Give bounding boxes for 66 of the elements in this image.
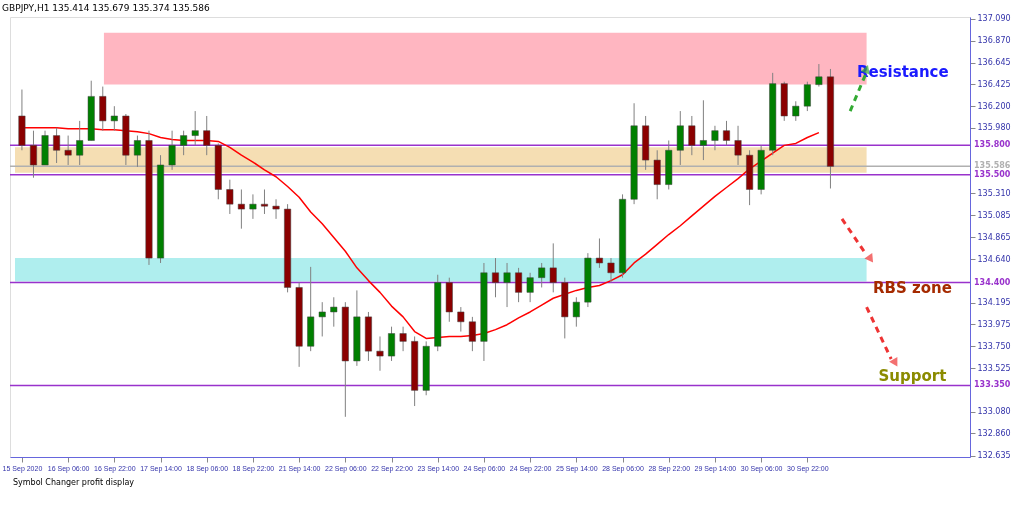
candlestick <box>515 267 523 303</box>
candlestick <box>64 135 72 166</box>
text: Resistance <box>856 63 949 81</box>
y-tick-label: 134.195 <box>977 298 1011 308</box>
y-tick-label: 134.865 <box>977 232 1011 242</box>
candlestick <box>191 110 199 146</box>
chart-title: GBPJPY,H1 135.414 135.679 135.374 135.586 <box>2 2 210 13</box>
candlestick <box>272 198 280 220</box>
candlestick <box>538 262 546 288</box>
candlestick <box>503 262 511 308</box>
ref-line-label: 133.350 <box>974 380 1011 390</box>
candlestick <box>399 326 407 352</box>
candlestick <box>30 130 37 179</box>
candlestick <box>249 193 257 220</box>
candlestick <box>76 120 84 166</box>
candlestick <box>803 81 811 112</box>
text: Symbol Changer profit display <box>13 478 135 487</box>
candlestick <box>330 296 338 328</box>
y-tick-label: 135.085 <box>977 210 1011 220</box>
candlestick <box>699 99 707 161</box>
y-tick-label: 137.090 <box>977 14 1011 24</box>
candlestick <box>203 115 211 156</box>
candlestick <box>376 335 384 372</box>
candlestick <box>457 306 465 333</box>
ref-line-label: 134.400 <box>974 277 1011 287</box>
candlestick <box>526 272 534 303</box>
y-tick-label: 133.525 <box>977 363 1011 373</box>
candlestick <box>168 130 176 171</box>
y-tick-label: 133.080 <box>977 407 1011 417</box>
y-tick-label: 132.860 <box>977 428 1011 438</box>
candlestick <box>318 301 326 337</box>
text: RBS zone <box>872 278 952 297</box>
ref-line-label: 135.800 <box>974 140 1011 150</box>
candlestick <box>607 257 615 284</box>
candlestick <box>688 115 696 156</box>
candlestick <box>110 105 118 132</box>
candlestick <box>734 125 742 166</box>
candlestick <box>133 135 141 168</box>
y-tick-label: 135.980 <box>977 123 1011 133</box>
y-tick-label: 132.635 <box>977 451 1011 461</box>
candlestick <box>792 100 800 122</box>
candlestick <box>572 296 580 328</box>
ref-line-label: 135.500 <box>974 169 1011 179</box>
ref-line-label: 135.586 <box>974 161 1011 171</box>
y-tick-label: 136.425 <box>977 79 1011 89</box>
text: Support <box>878 366 947 385</box>
candlestick <box>180 130 188 156</box>
candlestick <box>388 326 395 362</box>
candlestick <box>237 188 245 230</box>
candlestick <box>711 125 719 151</box>
y-tick-label: 134.640 <box>977 254 1011 264</box>
candlestick <box>815 63 823 88</box>
candlestick <box>595 237 603 269</box>
candlestick <box>492 257 499 298</box>
y-tick-label: 136.645 <box>977 58 1011 68</box>
candlestick <box>549 242 557 293</box>
candlestick <box>226 179 234 215</box>
candlestick <box>261 188 268 215</box>
y-tick-label: 133.750 <box>977 341 1011 351</box>
y-tick-label: 136.870 <box>977 36 1011 46</box>
y-tick-label: 133.975 <box>977 319 1011 329</box>
candlestick <box>468 316 476 352</box>
y-tick-label: 135.310 <box>977 188 1011 198</box>
candlestick <box>53 127 61 164</box>
candlestick <box>723 120 730 146</box>
y-tick-label: 136.200 <box>977 101 1011 111</box>
